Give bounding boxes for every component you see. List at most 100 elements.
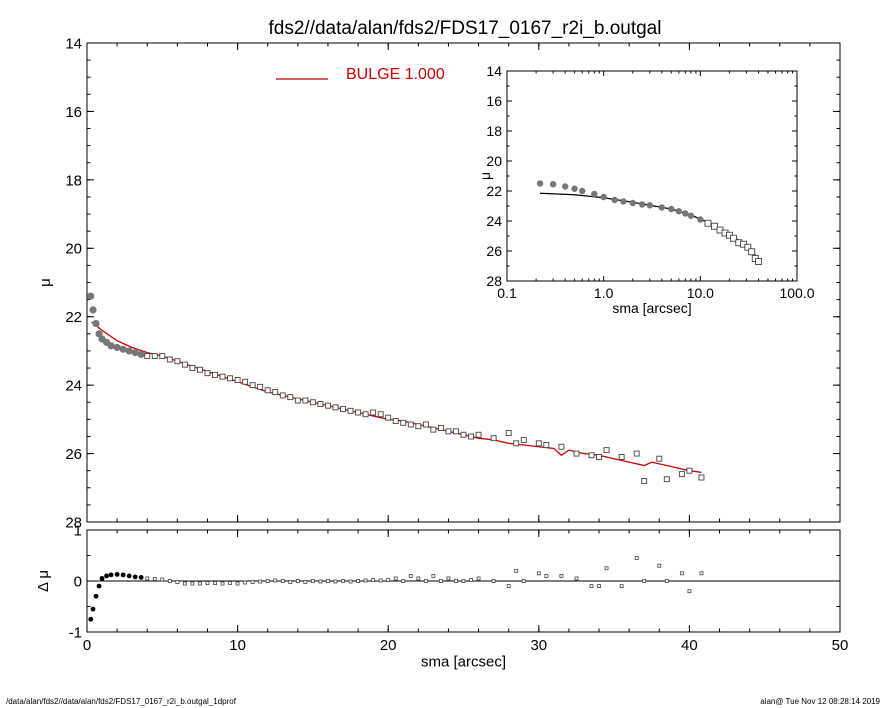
data-point [711,222,718,230]
residual-point [371,578,376,582]
residual-point [120,572,126,578]
data-point [325,402,331,409]
data-point [174,358,181,365]
data-point [362,411,369,418]
x-tick-label: 1.0 [594,285,614,301]
residual-point [393,576,398,581]
residual-point [506,584,511,588]
residual-point [356,579,360,583]
residual-point [491,579,496,583]
data-point [385,414,392,421]
residual-point [273,578,278,583]
y-tick-label: 20 [486,153,502,169]
y-tick-label: 24 [65,378,82,395]
y-tick-label: 18 [65,172,82,189]
residual-point [160,577,165,582]
data-point [234,377,241,383]
residual-point [378,578,383,583]
data-point [638,201,646,208]
footer-file-path: /data/alan/fds2//data/alan/fds2/FDS17_01… [6,697,237,706]
data-point [257,383,264,390]
data-point [687,212,695,219]
residual-point [198,581,202,586]
data-point [370,409,377,416]
data-point [611,196,618,204]
residual-point [326,579,330,583]
data-point [686,467,693,474]
y-tick-label: 16 [65,104,82,121]
model-line [91,321,702,474]
data-point [392,418,399,425]
data-point [600,193,607,201]
data-point [107,342,115,350]
residual-point [250,580,255,584]
data-point [663,476,670,483]
residual-point [642,579,647,583]
data-point [189,365,196,371]
residual-point [469,578,473,582]
data-point [549,181,557,188]
residual-point [341,579,345,583]
data-point [536,180,544,187]
y-tick-label: 14 [486,63,502,79]
residual-point [228,581,232,585]
residual-point [303,580,308,584]
residual-point [544,574,549,578]
residual-point [634,556,639,560]
data-point [151,353,158,360]
data-point [294,397,301,404]
y-tick-label: 26 [486,243,502,259]
y-tick-label: -1 [69,624,82,641]
residual-point [99,576,105,581]
residual-point [431,574,436,578]
data-point [219,373,226,380]
data-point [445,428,452,435]
data-point [678,471,685,478]
data-point [340,406,346,413]
data-point [596,454,602,460]
data-point [543,442,550,448]
x-tick-label: 40 [681,637,698,654]
residual-point [657,563,662,568]
data-point [415,423,422,430]
data-point [181,361,188,368]
y-tick-label: 18 [486,123,502,139]
data-point [513,440,520,447]
residual-point [589,584,594,588]
residual-point [108,572,114,578]
main-panel: 14 16 18 20 22 24 26 28 μ BULGE 1.000 [37,35,841,531]
y-tick-label: 24 [486,213,502,229]
footer-timestamp: alan@ Tue Nov 12 08:28:14 2019 [760,697,880,706]
x-tick-label: 20 [380,637,397,654]
x-axis-label: sma [arcsec] [421,654,506,671]
data-point [744,243,752,251]
data-point [755,258,762,265]
y-tick-label: 14 [65,35,82,52]
data-point [204,370,211,377]
data-point [520,436,527,443]
residual-point [88,616,94,622]
residual-point [145,576,150,581]
data-point [131,349,139,357]
data-point [633,450,640,457]
data-point [558,443,565,450]
data-point [332,404,339,411]
residual-point [408,574,413,578]
residual-point [536,571,541,576]
data-point [641,477,648,484]
residual-point [423,579,428,583]
residual-point [521,579,526,583]
data-point [475,431,482,438]
y-axis-label: μ [37,278,54,287]
residual-point [386,578,391,582]
residual-point [619,584,624,588]
residual-point [446,576,451,581]
data-point [92,319,100,328]
data-point [437,424,444,431]
residual-point [597,584,601,588]
residual-point [280,579,285,583]
residual-point [363,578,368,583]
residual-point [401,579,406,583]
y-tick-label: 22 [65,309,82,326]
